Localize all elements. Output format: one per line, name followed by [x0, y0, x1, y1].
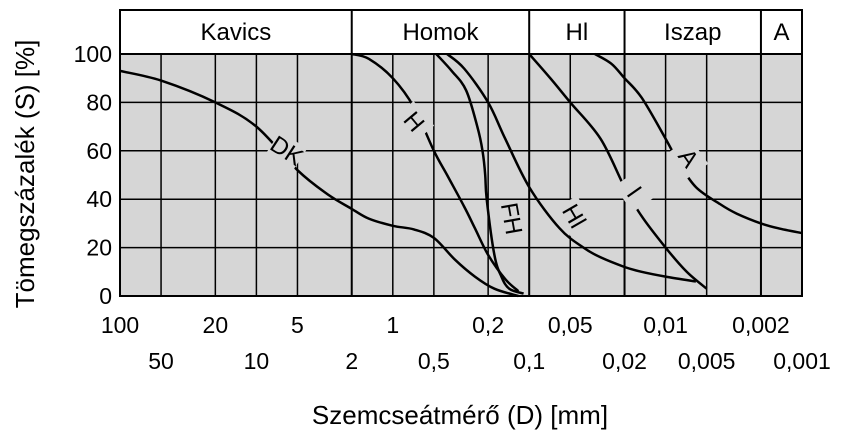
- x-ticks: 100 20 5 1 0,2 0,05 0,01 0,002 50 10 2 0,5 0,1 0,02 0,…: [101, 312, 831, 374]
- curve-h: [351, 52, 520, 293]
- x-tick-label-upper: 0,05: [548, 312, 593, 338]
- curve-label-bg: [554, 195, 594, 237]
- x-tick-label-upper: 0,01: [643, 312, 688, 338]
- curve-fh: [435, 53, 524, 295]
- zone-label: Kavics: [201, 19, 272, 46]
- y-tick-label: 100: [74, 41, 112, 67]
- y-tick-label: 0: [99, 283, 112, 309]
- y-tick-label: 80: [86, 89, 112, 115]
- x-tick-label-lower: 0,005: [678, 348, 736, 374]
- zone-label: A: [773, 19, 789, 46]
- plot-area: [120, 54, 802, 296]
- x-axis-label: Szemcseátmérő (D) [mm]: [312, 400, 608, 430]
- zone-header: Kavics Homok Hl Iszap A: [119, 9, 803, 296]
- y-axis-label: Tömegszázalék (S) [%]: [10, 40, 40, 309]
- x-tick-label-lower: 0,02: [602, 348, 647, 374]
- zone-label: Homok: [402, 19, 479, 46]
- x-tick-label-lower: 0,1: [513, 348, 545, 374]
- x-tick-label-lower: 10: [244, 348, 270, 374]
- x-tick-label-upper: 100: [101, 312, 139, 338]
- zone-label: Iszap: [664, 19, 721, 46]
- y-tick-label: 60: [86, 138, 112, 164]
- curve-hl: [446, 53, 697, 283]
- curve-label-fh: FH: [495, 201, 527, 237]
- x-tick-label-lower: 0,5: [418, 348, 450, 374]
- plot-background: [120, 54, 802, 296]
- x-tick-label-lower: 0,001: [773, 348, 831, 374]
- x-tick-label-upper: 0,002: [732, 312, 790, 338]
- curve-dk: [119, 69, 519, 298]
- x-tick-label-lower: 2: [345, 348, 358, 374]
- y-tick-label: 20: [86, 235, 112, 261]
- zone-label: Hl: [566, 19, 589, 46]
- zone-header-box: [119, 9, 803, 55]
- curve-label-bg: [393, 101, 435, 143]
- curve-label-bg: [266, 131, 308, 171]
- y-tick-label: 40: [86, 186, 112, 212]
- x-tick-label-lower: 50: [148, 348, 174, 374]
- x-tick-label-upper: 0,2: [472, 312, 504, 338]
- x-tick-label-upper: 20: [203, 312, 229, 338]
- x-tick-label-upper: 1: [386, 312, 399, 338]
- y-ticks: 0 20 40 60 80 100: [74, 41, 112, 309]
- curve-label-bg: [495, 200, 528, 237]
- curve-label-bg: [614, 171, 654, 213]
- curve-label-bg: [668, 137, 709, 179]
- x-tick-label-upper: 5: [291, 312, 304, 338]
